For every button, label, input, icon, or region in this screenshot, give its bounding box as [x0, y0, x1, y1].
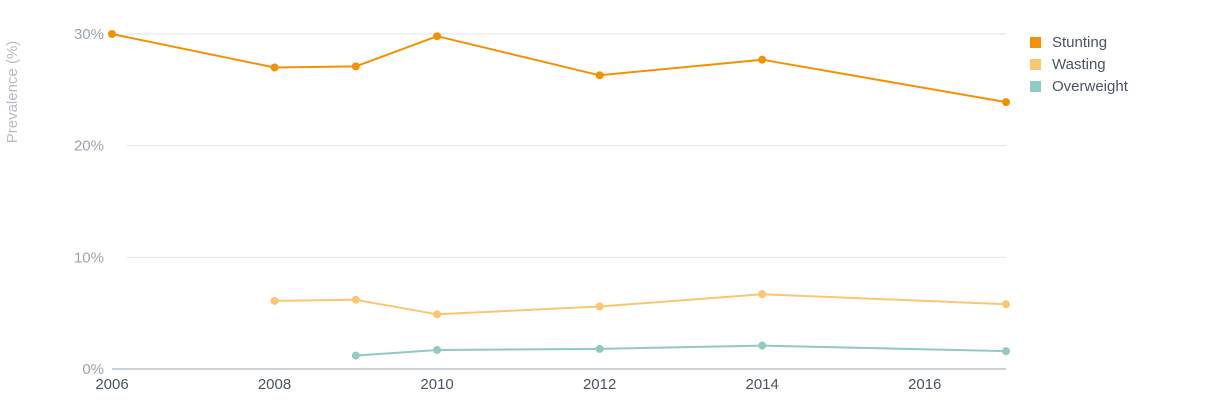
legend-item-overweight: Overweight	[1030, 78, 1129, 95]
series-line-overweight	[355, 344, 1007, 357]
legend-item-wasting: Wasting	[1030, 56, 1106, 73]
axis-layer: 0% 10% 20% 30% 2006 2008 2010 2012 2014 2016	[74, 26, 1006, 393]
data-point-wasting	[1002, 300, 1010, 309]
grid-layer	[127, 33, 1006, 258]
data-point-wasting	[351, 295, 360, 304]
legend-swatch-wasting	[1030, 59, 1041, 70]
data-point-wasting	[758, 290, 767, 299]
legend-swatch-overweight	[1030, 81, 1041, 92]
x-tick-label: 2008	[258, 376, 291, 393]
data-point-stunting	[351, 62, 360, 71]
x-tick-label: 2012	[583, 376, 616, 393]
y-tick-label: 10%	[74, 249, 104, 266]
legend: Stunting Wasting Overweight	[1030, 34, 1129, 95]
y-tick-label: 0%	[82, 361, 104, 378]
y-axis-label: Prevalence (%)	[4, 41, 21, 144]
data-point-stunting	[758, 55, 767, 64]
data-point-overweight	[595, 344, 604, 353]
data-point-wasting	[595, 302, 604, 311]
x-tick-label: 2010	[420, 376, 453, 393]
legend-label-wasting: Wasting	[1052, 56, 1106, 73]
series-line-wasting	[274, 293, 1007, 316]
y-tick-label: 30%	[74, 26, 104, 43]
data-point-stunting	[1002, 98, 1010, 107]
data-point-overweight	[433, 346, 442, 355]
x-tick-label: 2016	[908, 376, 941, 393]
series-wasting	[270, 290, 1010, 319]
x-tick-label: 2014	[745, 376, 778, 393]
legend-swatch-stunting	[1030, 37, 1041, 48]
data-point-wasting	[270, 296, 279, 305]
data-point-stunting	[270, 63, 279, 72]
series-layer	[108, 30, 1010, 360]
data-point-wasting	[433, 310, 442, 319]
y-tick-label: 20%	[74, 138, 104, 155]
legend-label-overweight: Overweight	[1052, 78, 1129, 95]
legend-label-stunting: Stunting	[1052, 34, 1107, 51]
legend-item-stunting: Stunting	[1030, 34, 1107, 51]
data-point-stunting	[595, 71, 604, 80]
data-point-stunting	[433, 32, 442, 41]
series-stunting	[108, 30, 1010, 107]
data-point-overweight	[1002, 347, 1010, 356]
data-point-overweight	[351, 351, 360, 360]
series-overweight	[351, 341, 1010, 360]
x-tick-label: 2006	[95, 376, 128, 393]
data-point-stunting	[108, 30, 116, 38]
data-point-overweight	[758, 341, 767, 350]
series-line-stunting	[111, 33, 1007, 104]
